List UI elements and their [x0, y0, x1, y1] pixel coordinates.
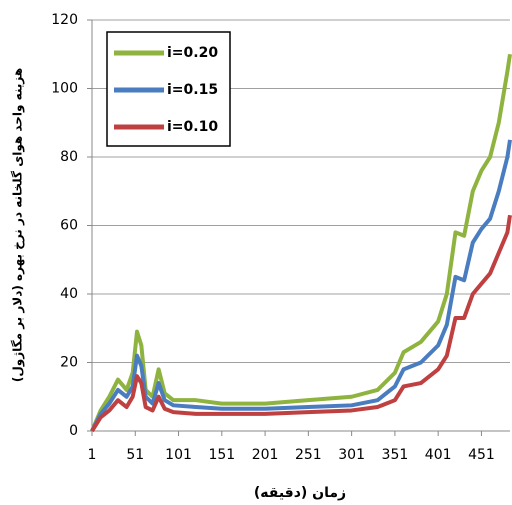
- y-tick-label: 40: [60, 286, 78, 302]
- legend-label: i=0.10: [167, 119, 218, 135]
- y-axis-title: هزینه واحد هوای گلخانه در نرخ بهره (دلار…: [11, 68, 26, 382]
- x-tick-label: 251: [295, 447, 322, 463]
- x-tick-label: 351: [382, 447, 409, 463]
- x-tick-label: 101: [165, 447, 192, 463]
- y-tick-label: 80: [60, 149, 78, 165]
- series-line: [90, 214, 512, 433]
- legend-label: i=0.15: [167, 82, 218, 98]
- y-tick-label: 0: [69, 423, 78, 439]
- y-tick-label: 60: [60, 218, 78, 234]
- x-tick-label: 1: [88, 447, 97, 463]
- x-tick-label: 401: [425, 447, 452, 463]
- x-tick-label: 451: [468, 447, 495, 463]
- x-tick-label: 201: [252, 447, 279, 463]
- series-line: [90, 53, 512, 432]
- series-line: [90, 139, 512, 432]
- y-tick-label: 20: [60, 355, 78, 371]
- x-tick-label: 51: [126, 447, 144, 463]
- y-tick-label: 120: [51, 12, 78, 28]
- x-tick-label: 151: [208, 447, 235, 463]
- x-tick-label: 301: [338, 447, 365, 463]
- legend-label: i=0.20: [167, 45, 218, 61]
- y-tick-label: 100: [51, 81, 78, 97]
- x-axis-title: زمان (دقیقه): [254, 485, 346, 501]
